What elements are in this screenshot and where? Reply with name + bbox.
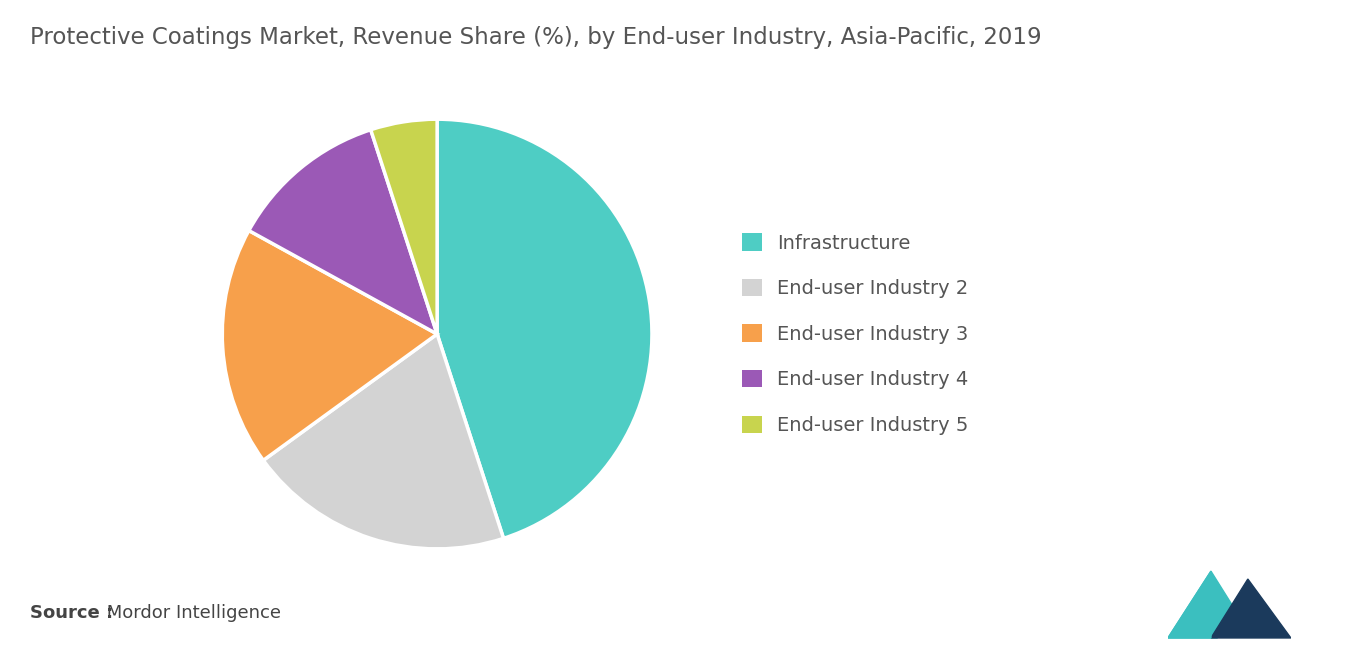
Text: Protective Coatings Market, Revenue Share (%), by End-user Industry, Asia-Pacifi: Protective Coatings Market, Revenue Shar…	[30, 26, 1042, 49]
Wedge shape	[264, 334, 504, 549]
Polygon shape	[1168, 571, 1236, 638]
Text: Mordor Intelligence: Mordor Intelligence	[101, 605, 281, 622]
Polygon shape	[1168, 571, 1212, 638]
Polygon shape	[1212, 579, 1291, 638]
Wedge shape	[370, 119, 437, 334]
Legend: Infrastructure, End-user Industry 2, End-user Industry 3, End-user Industry 4, E: Infrastructure, End-user Industry 2, End…	[742, 233, 968, 435]
Text: Source :: Source :	[30, 605, 113, 622]
Wedge shape	[437, 119, 652, 538]
Wedge shape	[223, 231, 437, 460]
Wedge shape	[249, 130, 437, 334]
